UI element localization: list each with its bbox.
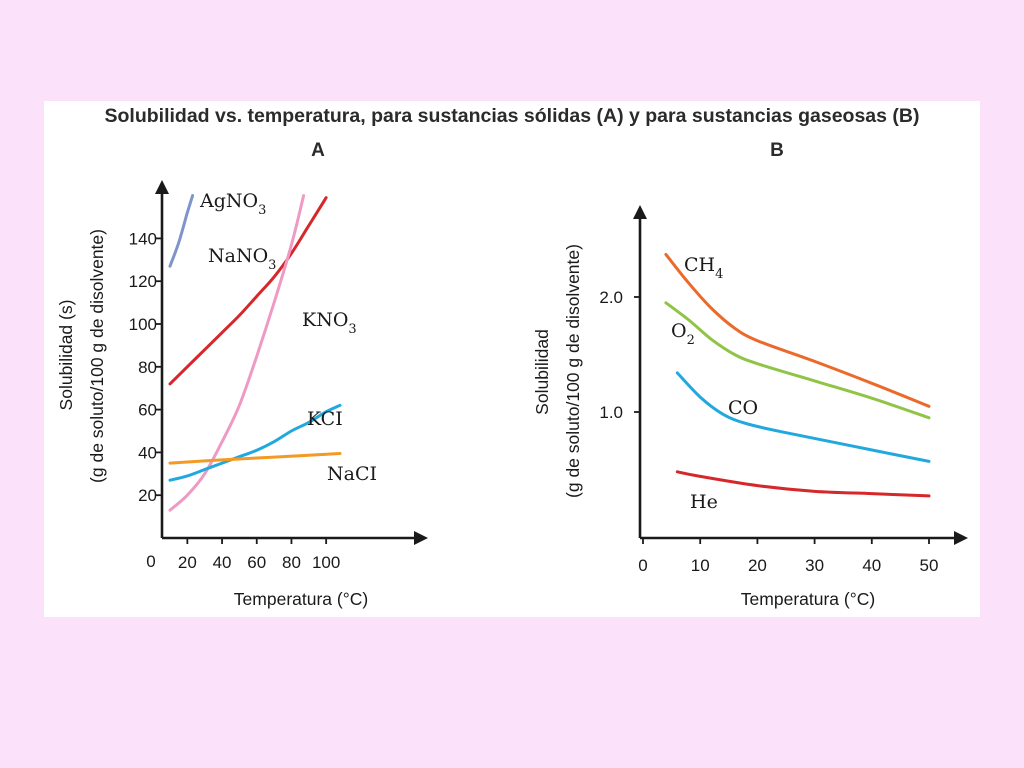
y-tick-label: 60: [138, 401, 157, 420]
series-label-ch4: CH4: [684, 254, 723, 282]
y-axis-title: Solubilidad: [532, 329, 552, 415]
y-tick-label: 100: [129, 315, 157, 334]
series-line-kcl: [168, 403, 342, 482]
origin-label: 0: [146, 552, 155, 571]
x-axis-title: Temperatura (°C): [234, 589, 368, 609]
x-tick-label: 40: [862, 556, 881, 575]
x-tick-label: 100: [312, 553, 340, 572]
series-line-nano3: [168, 196, 328, 386]
series-line-o2: [664, 301, 931, 420]
series-line-nacl: [168, 452, 342, 465]
y-axis-subtitle: (g de soluto/100 g de disolvente): [87, 229, 107, 483]
y-axis-title: Solubilidad (s): [56, 300, 76, 411]
x-tick-label: 50: [920, 556, 939, 575]
y-axis-arrow: [633, 205, 647, 219]
series-label-kno3: KNO3: [302, 309, 357, 337]
x-axis-arrow: [954, 531, 968, 545]
x-tick-label: 30: [805, 556, 824, 575]
series-line-kno3: [168, 194, 306, 512]
x-axis-title: Temperatura (°C): [741, 589, 875, 609]
y-tick-label: 40: [138, 443, 157, 462]
series-label-agno3: AgNO3: [199, 190, 266, 218]
x-tick-label: 20: [178, 553, 197, 572]
y-tick-label: 80: [138, 358, 157, 377]
y-tick-label: 20: [138, 486, 157, 505]
series-label-nano3: NaNO3: [208, 245, 276, 273]
series-label-he: He: [690, 491, 718, 513]
x-tick-label: 10: [691, 556, 710, 575]
series-line-ch4: [664, 252, 931, 408]
series-label-nacl: NaCI: [327, 463, 377, 485]
panel-label-a: A: [311, 140, 325, 161]
x-tick-label: 80: [282, 553, 301, 572]
figure-panel: Solubilidad vs. temperatura, para sustan…: [44, 101, 980, 617]
series-label-o2: O2: [671, 320, 695, 348]
panel-label-b: B: [770, 140, 784, 161]
series-line-he: [675, 470, 931, 498]
figure-title: Solubilidad vs. temperatura, para sustan…: [104, 105, 920, 127]
x-tick-label: 20: [748, 556, 767, 575]
x-tick-label: 0: [638, 556, 647, 575]
chart-a: A 20 40 60 80 100 20 40 60 80 100 120 140 0 Temperatur…: [56, 140, 428, 609]
y-axis-arrow: [155, 180, 169, 194]
y-axis-subtitle: (g de soluto/100 g de disolvente): [563, 244, 583, 498]
x-axis-arrow: [414, 531, 428, 545]
x-tick-label: 60: [247, 553, 266, 572]
series-line-agno3: [168, 194, 195, 268]
y-tick-label: 1.0: [599, 403, 623, 422]
x-tick-label: 40: [213, 553, 232, 572]
series-label-co: CO: [728, 397, 758, 419]
y-tick-label: 120: [129, 272, 157, 291]
series-label-kcl: KCI: [307, 408, 343, 430]
series-line-co: [675, 371, 931, 463]
y-tick-label: 2.0: [599, 288, 623, 307]
y-tick-label: 140: [129, 229, 157, 248]
chart-b: B 0 10 20 30 40 50 1.0 2.0 Temperatura (°C) Solubi…: [532, 140, 968, 609]
